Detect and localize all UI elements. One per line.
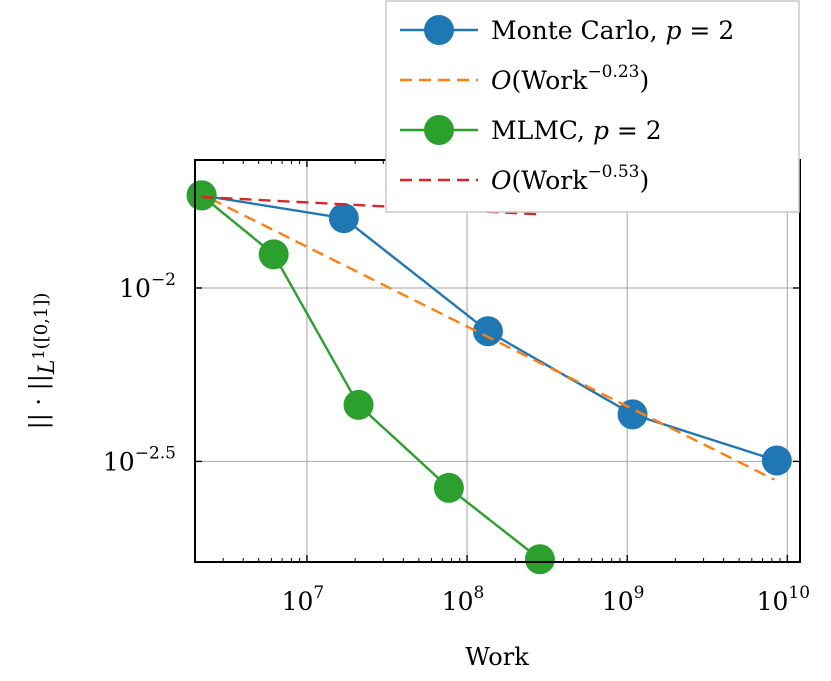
series-0-point-2 (472, 316, 503, 347)
x-tick-label-0: 107 (282, 583, 325, 616)
series-0-point-4 (761, 445, 792, 476)
minor-ticks (194, 160, 800, 562)
svg-text:|| · ||L1([0,1]): || · ||L1([0,1]) (25, 293, 60, 430)
series-0-point-3 (617, 399, 648, 430)
legend-box (385, 0, 800, 213)
plot-frame (194, 159, 801, 563)
y-tick-label-1: 10−2.5 (103, 443, 176, 476)
x-tick-label-3: 1010 (757, 583, 810, 616)
series-line-1 (209, 197, 775, 481)
y-axis-label: || · ||L1([0,1]) (25, 293, 60, 430)
x-tick-label-1: 108 (442, 583, 485, 616)
legend-swatch-marker-2 (424, 115, 454, 145)
legend-swatch-marker-0 (424, 15, 454, 45)
legend-label-0: Monte Carlo, p = 2 (491, 16, 734, 45)
series-line-2 (200, 194, 541, 561)
x-axis-label: Work (465, 643, 529, 671)
tick-labels: 107 108 109 1010 10−2 10−2.5 (103, 270, 810, 616)
series-2-point-3 (433, 472, 464, 503)
series-2-point-2 (343, 389, 374, 420)
series-group (186, 180, 792, 575)
series-2-point-4 (524, 544, 555, 575)
legend: Monte Carlo, p = 2 O(Work−0.23) MLMC, p = … (385, 0, 800, 213)
grid (195, 160, 800, 562)
legend-label-2: MLMC, p = 2 (491, 116, 662, 145)
legend-label-1: O(Work−0.23) (491, 62, 649, 95)
series-2-point-0 (186, 180, 217, 211)
series-0-point-1 (328, 203, 359, 234)
legend-label-3: O(Work−0.53) (491, 162, 649, 195)
x-tick-label-2: 109 (602, 583, 645, 616)
y-tick-label-0: 10−2 (119, 270, 176, 303)
series-2-point-1 (258, 239, 289, 270)
